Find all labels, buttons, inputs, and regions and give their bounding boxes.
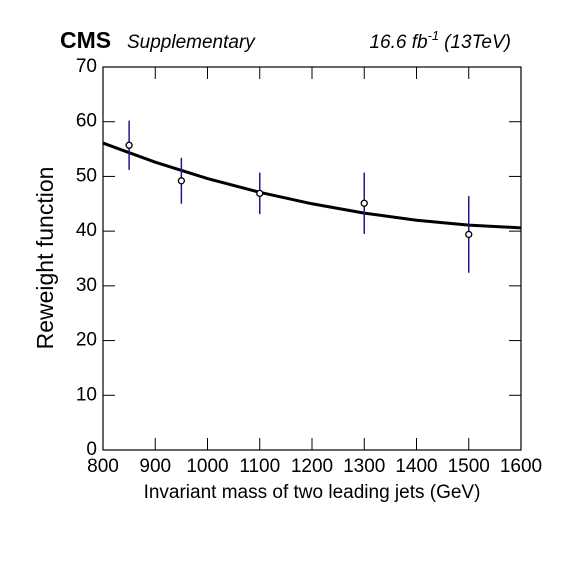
- data-point: [177, 177, 186, 185]
- x-tick-label: 1300: [343, 456, 385, 477]
- data-point: [256, 189, 264, 198]
- x-axis-label: Invariant mass of two leading jets (GeV): [144, 482, 481, 503]
- lumi-text: 16.6 fb: [369, 32, 427, 53]
- data-point: [360, 199, 368, 207]
- y-tick-label: 50: [76, 165, 97, 186]
- x-tick-label: 1200: [291, 456, 333, 477]
- y-tick-label: 20: [76, 330, 97, 351]
- y-tick-label: 0: [86, 439, 97, 460]
- y-tick-label: 40: [76, 220, 97, 241]
- experiment: CMS: [60, 27, 111, 53]
- lumi: 16.6 fb-1 (13TeV): [369, 28, 511, 53]
- x-tick-label: 800: [87, 456, 119, 477]
- fit-curve: [102, 141, 522, 230]
- x-tick-label: 900: [139, 456, 171, 477]
- plot-frame: [102, 66, 522, 451]
- lumi-suffix: (13TeV): [444, 32, 511, 53]
- y-tick-label: 60: [76, 111, 97, 132]
- y-tick-label: 30: [76, 275, 97, 296]
- x-tick-label: 1500: [448, 456, 490, 477]
- x-tick-label: 1400: [395, 456, 437, 477]
- data-point: [125, 141, 133, 149]
- y-tick-label: 10: [76, 384, 97, 405]
- x-tick-label: 1100: [239, 456, 280, 477]
- lumi-sup: -1: [428, 28, 440, 43]
- data-point: [465, 230, 473, 239]
- x-tick-label: 1600: [500, 456, 542, 477]
- y-axis-label: Reweight function: [32, 167, 58, 350]
- x-tick-label: 1000: [186, 456, 228, 477]
- label: Supplementary: [127, 32, 256, 53]
- y-tick-label: 70: [76, 56, 97, 77]
